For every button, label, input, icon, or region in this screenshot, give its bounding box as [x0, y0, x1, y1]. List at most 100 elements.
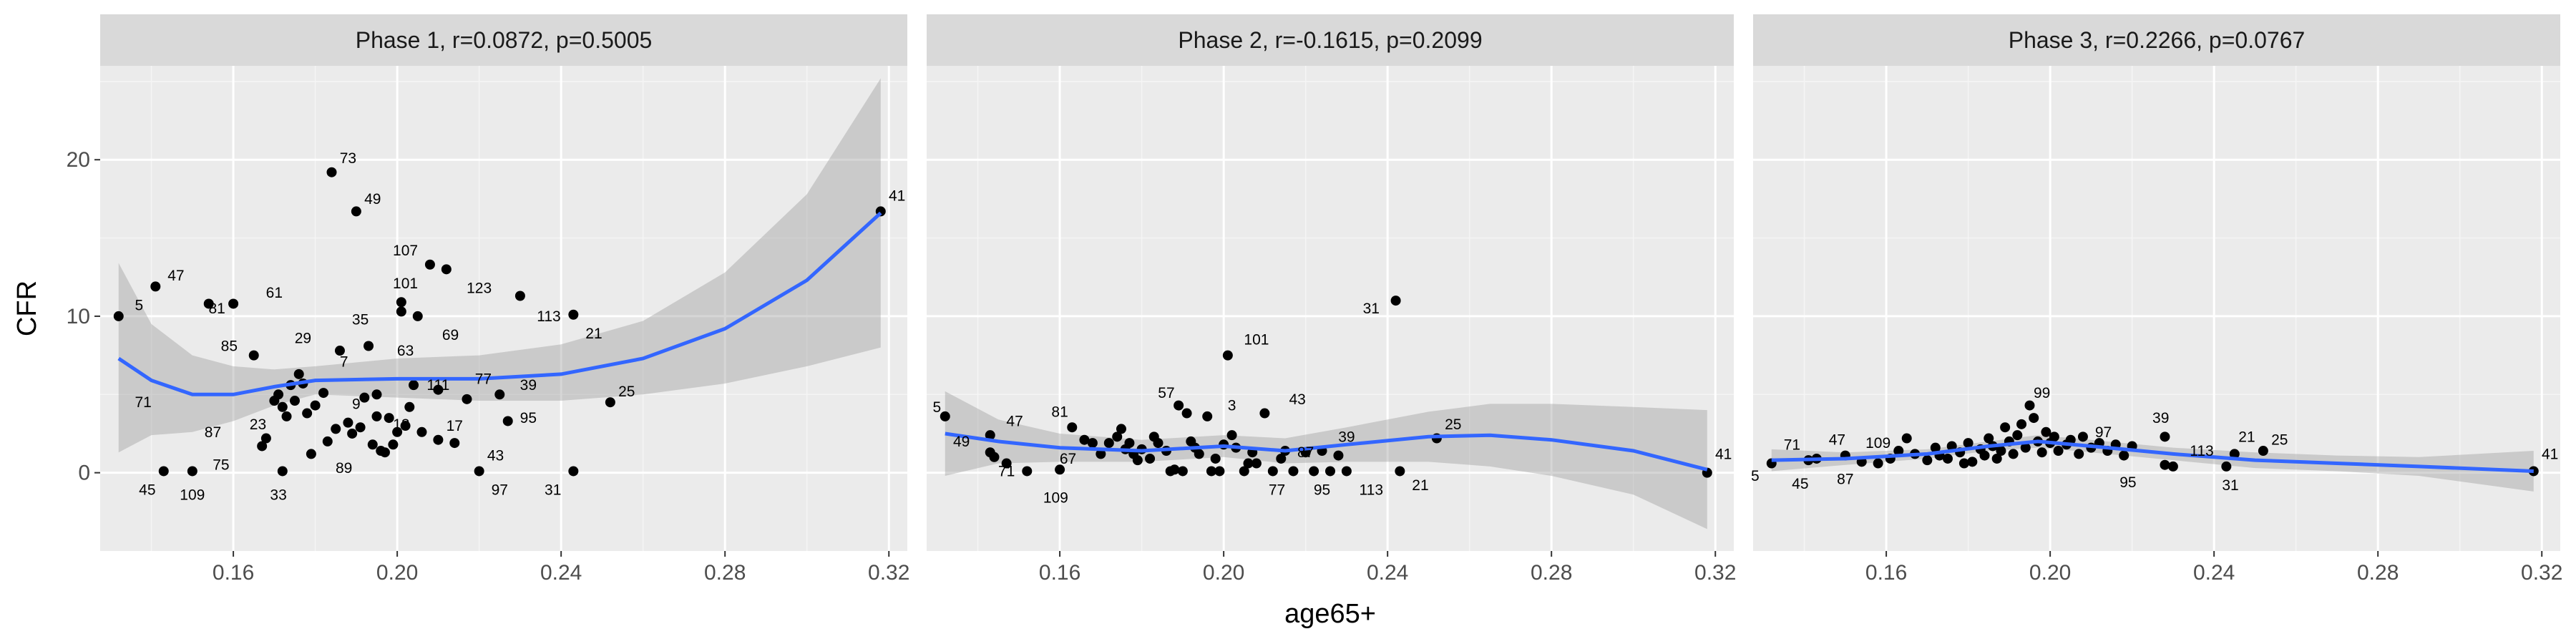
point-label: 17 [447, 418, 463, 434]
data-point [1390, 296, 1401, 306]
data-point [1174, 400, 1184, 411]
data-point [392, 426, 403, 437]
data-point [1893, 446, 1904, 457]
data-point [1194, 449, 1204, 459]
data-point [1946, 441, 1957, 452]
point-label: 31 [545, 482, 561, 499]
data-point [326, 167, 337, 177]
confidence-band [945, 391, 1707, 530]
data-point [1067, 422, 1078, 433]
data-point [1116, 424, 1126, 434]
data-point [404, 401, 415, 412]
data-point [1967, 457, 1978, 467]
points-group [113, 167, 886, 477]
x-tick-label: 0.32 [2521, 561, 2562, 585]
data-point [1055, 464, 1065, 475]
y-axis: 0 10 20 [67, 148, 100, 485]
point-label: 21 [2238, 429, 2255, 445]
point-label: 99 [2034, 385, 2050, 401]
facet-title: Phase 2, r=-0.1615, p=0.2099 [1178, 27, 1482, 53]
point-label: 95 [520, 410, 537, 426]
x-tick-label: 0.20 [1203, 561, 1244, 585]
data-point [1979, 450, 1990, 461]
data-point [2074, 449, 2084, 459]
facet-strip [927, 14, 1734, 66]
point-label: 47 [1829, 432, 1845, 449]
data-point [1930, 442, 1941, 453]
x-tick-label: 0.28 [704, 561, 746, 585]
point-label: 9 [352, 396, 361, 412]
data-point [343, 417, 353, 428]
data-point [409, 380, 419, 391]
point-label: 111 [426, 377, 449, 394]
point-label: 95 [2119, 474, 2136, 491]
data-point [334, 346, 345, 356]
data-point [2036, 447, 2047, 458]
point-label: 39 [1338, 429, 1355, 445]
point-label: 77 [475, 371, 492, 387]
data-point [187, 466, 197, 477]
point-label: 33 [270, 487, 286, 503]
data-point [384, 413, 394, 424]
point-label: 63 [397, 343, 414, 359]
x-tick-label: 0.24 [540, 561, 582, 585]
x-tick-label: 0.20 [376, 561, 418, 585]
point-label: 85 [221, 338, 238, 354]
point-label: 109 [1043, 490, 1068, 507]
data-point [355, 422, 366, 433]
point-label: 97 [492, 482, 508, 499]
point-label: 101 [393, 275, 418, 292]
data-point [1096, 449, 1106, 459]
data-point [228, 298, 239, 309]
data-point [412, 311, 423, 321]
data-point [502, 416, 513, 426]
data-point [1288, 466, 1299, 477]
data-point [289, 396, 300, 406]
data-point [568, 466, 579, 477]
data-point [203, 298, 214, 309]
x-tick-label: 0.28 [2357, 561, 2399, 585]
point-label: 21 [1412, 477, 1428, 494]
facet-strip [100, 14, 907, 66]
data-point [359, 392, 370, 403]
point-label: 13 [393, 416, 409, 433]
point-label: 81 [1051, 404, 1068, 420]
point-label: 87 [205, 424, 221, 441]
point-label: 3 [1228, 398, 1236, 414]
x-tick-label: 0.16 [1039, 561, 1080, 585]
point-label: 57 [1158, 385, 1174, 401]
data-point [2016, 419, 2027, 429]
data-point [1991, 453, 2002, 464]
point-label: 41 [889, 188, 905, 205]
point-label: 47 [167, 268, 184, 284]
point-label: 47 [1006, 413, 1023, 429]
point-label: 49 [953, 434, 970, 450]
point-label: 45 [1792, 476, 1808, 492]
data-point [1210, 453, 1221, 464]
data-point [260, 433, 271, 444]
data-point [257, 441, 268, 452]
data-point [400, 421, 411, 431]
point-label: 113 [537, 308, 560, 325]
data-point [1251, 458, 1262, 469]
x-tick-label: 0.20 [2029, 561, 2071, 585]
smooth-line [945, 431, 1708, 472]
data-point [2119, 450, 2129, 461]
data-point [940, 411, 950, 421]
y-axis-title: CFR [12, 280, 42, 336]
data-point [364, 341, 374, 351]
data-point [1079, 434, 1090, 445]
data-point [1202, 411, 1213, 421]
point-label: 25 [1445, 416, 1461, 433]
data-point [351, 206, 361, 217]
data-point [1267, 466, 1278, 477]
data-point [150, 281, 161, 292]
facet-strip [1753, 14, 2560, 66]
data-point [1226, 430, 1237, 441]
data-point [1984, 433, 1994, 444]
data-point [1169, 464, 1180, 475]
point-label: 5 [135, 298, 144, 314]
data-point [1341, 466, 1352, 477]
